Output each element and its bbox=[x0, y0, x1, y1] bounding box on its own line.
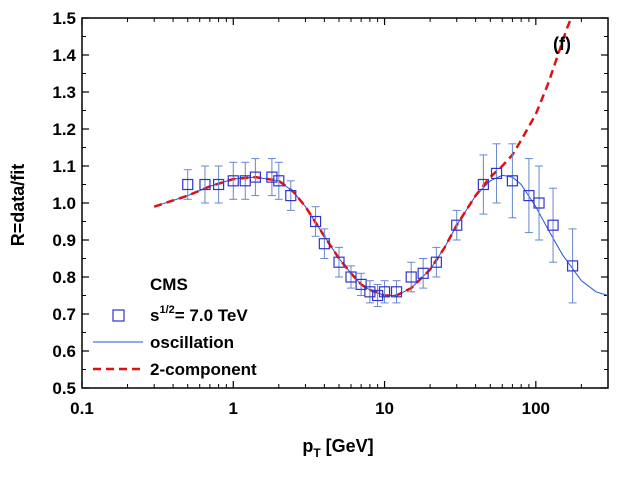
two-component-curve bbox=[153, 18, 573, 297]
y-axis-title: R=data/fit bbox=[8, 164, 28, 247]
data-point bbox=[372, 289, 384, 302]
data-point bbox=[199, 178, 211, 191]
y-tick-label: 0.5 bbox=[52, 379, 76, 398]
y-tick-label: 0.7 bbox=[52, 305, 76, 324]
y-tick-label: 0.6 bbox=[52, 342, 76, 361]
data-point bbox=[506, 175, 518, 187]
data-point bbox=[227, 175, 239, 187]
y-tick-label: 1.0 bbox=[52, 194, 76, 213]
data-point bbox=[533, 197, 545, 209]
data-point bbox=[405, 271, 417, 283]
legend-data-sup: 1/2 bbox=[159, 304, 174, 316]
x-tick-label: 100 bbox=[522, 399, 550, 418]
y-tick-label: 1.2 bbox=[52, 120, 76, 139]
data-point bbox=[273, 175, 285, 187]
x-axis-title: pT [GeV] bbox=[302, 436, 373, 460]
legend-data-suffix: = 7.0 TeV bbox=[175, 306, 249, 325]
x-tick-label: 0.1 bbox=[70, 399, 94, 418]
y-tick-label: 1.1 bbox=[52, 157, 76, 176]
x-axis-title-unit: [GeV] bbox=[321, 436, 374, 456]
y-tick-label: 1.4 bbox=[52, 46, 76, 65]
data-point bbox=[249, 171, 261, 183]
data-point bbox=[318, 238, 330, 250]
data-point bbox=[213, 178, 225, 191]
data-point bbox=[547, 219, 559, 231]
legend-two-component-label: 2-component bbox=[150, 360, 257, 379]
data-point bbox=[309, 215, 322, 228]
x-axis-title-main: p bbox=[302, 436, 313, 456]
legend-data-label: s1/2= 7.0 TeV bbox=[150, 304, 248, 325]
data-point bbox=[266, 171, 278, 183]
y-tick-label: 0.8 bbox=[52, 268, 76, 287]
data-point bbox=[451, 219, 463, 231]
data-point bbox=[285, 190, 297, 202]
y-tick-label: 1.5 bbox=[52, 9, 76, 28]
ticks-layer: 0.5 0.6 0.7 0.8 0.9 1.0 1.1 1.2 1.3 1.4 1.5 0.1 1 10 1… bbox=[52, 9, 609, 418]
y-tick-label: 0.9 bbox=[52, 231, 76, 250]
x-axis-title-sub: T bbox=[313, 446, 321, 460]
data-point bbox=[430, 256, 442, 268]
oscillation-curve bbox=[154, 174, 608, 296]
data-point bbox=[417, 267, 429, 279]
legend: CMS s1/2= 7.0 TeV oscillation 2-componen… bbox=[93, 275, 257, 379]
legend-title: CMS bbox=[150, 275, 188, 294]
data-point bbox=[378, 286, 391, 298]
panel-label: (f) bbox=[553, 34, 571, 54]
data-point bbox=[345, 271, 357, 283]
legend-data-marker bbox=[112, 309, 125, 322]
y-tick-label: 1.3 bbox=[52, 83, 76, 102]
data-point bbox=[477, 178, 489, 191]
data-point bbox=[333, 256, 345, 268]
series-layer bbox=[153, 18, 608, 308]
data-point bbox=[182, 178, 194, 191]
legend-oscillation-label: oscillation bbox=[150, 333, 234, 352]
x-tick-label: 1 bbox=[229, 399, 238, 418]
data-point bbox=[355, 278, 367, 290]
legend-data-prefix: s bbox=[150, 306, 159, 325]
data-point bbox=[523, 190, 535, 202]
data-point bbox=[364, 286, 376, 298]
x-tick-label: 10 bbox=[375, 399, 394, 418]
data-point bbox=[390, 286, 403, 298]
data-point bbox=[490, 167, 503, 179]
data-point bbox=[566, 260, 579, 272]
